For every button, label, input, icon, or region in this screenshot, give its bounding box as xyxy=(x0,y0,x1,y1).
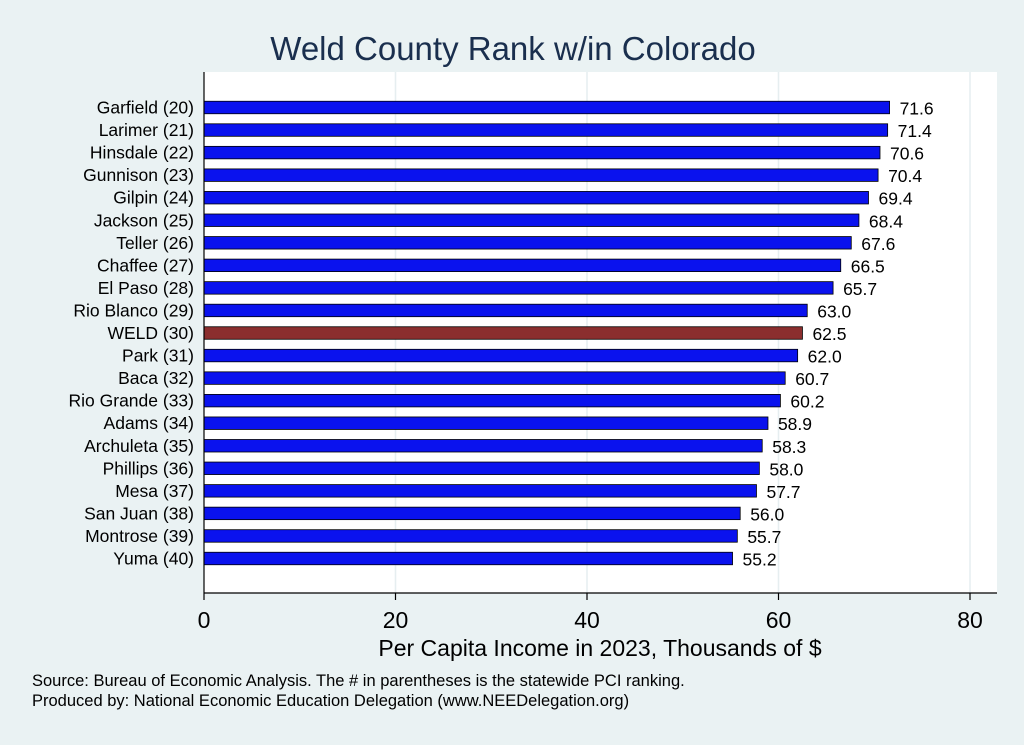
bar xyxy=(203,416,769,430)
x-tick-label: 60 xyxy=(766,607,792,633)
category-label: Yuma (40) xyxy=(113,549,194,569)
bar xyxy=(203,461,760,475)
bars xyxy=(203,100,890,566)
value-label: 67.6 xyxy=(861,234,895,254)
category-label: Hinsdale (22) xyxy=(90,143,194,163)
value-label: 58.3 xyxy=(772,437,806,457)
value-label: 66.5 xyxy=(851,256,885,276)
bar xyxy=(203,551,733,566)
bar xyxy=(203,258,842,273)
value-label: 70.6 xyxy=(890,144,924,164)
x-axis-ticks: 0 20 40 60 80 xyxy=(198,593,983,633)
value-label: 70.4 xyxy=(888,166,922,186)
category-label: Montrose (39) xyxy=(85,526,194,546)
value-label: 56.0 xyxy=(750,504,784,524)
x-tick-label: 40 xyxy=(574,607,600,633)
bar xyxy=(203,281,834,295)
x-tick-label: 0 xyxy=(198,607,211,633)
value-label: 58.9 xyxy=(778,414,812,434)
bar xyxy=(203,529,738,543)
category-label: WELD (30) xyxy=(107,323,194,343)
bar xyxy=(203,123,889,137)
category-label: Rio Blanco (29) xyxy=(73,300,194,320)
bar xyxy=(203,191,869,205)
value-label: 69.4 xyxy=(879,189,913,209)
category-label: Gilpin (24) xyxy=(113,188,194,208)
producer-note: Produced by: National Economic Education… xyxy=(32,692,630,710)
bar xyxy=(203,100,890,115)
source-note: Source: Bureau of Economic Analysis. The… xyxy=(32,672,685,690)
value-label: 55.2 xyxy=(743,550,777,570)
category-label: Jackson (25) xyxy=(94,210,194,230)
value-label: 60.2 xyxy=(790,392,824,412)
category-label: Rio Grande (33) xyxy=(69,391,194,411)
category-label: Gunnison (23) xyxy=(83,165,194,185)
bar xyxy=(203,213,860,227)
bar xyxy=(203,393,781,408)
bar xyxy=(203,348,799,363)
x-tick-label: 20 xyxy=(383,607,409,633)
bar xyxy=(203,484,757,498)
value-labels: 71.671.4 70.670.4 69.468.4 67.666.5 65.763.0… xyxy=(743,99,934,570)
category-label: Adams (34) xyxy=(104,413,194,433)
bar xyxy=(203,168,879,182)
category-label: Archuleta (35) xyxy=(84,436,194,456)
value-label: 62.0 xyxy=(808,347,842,367)
bar xyxy=(203,371,786,385)
value-label: 60.7 xyxy=(795,369,829,389)
bar xyxy=(203,236,852,250)
value-label: 71.4 xyxy=(898,121,932,141)
value-label: 68.4 xyxy=(869,211,903,231)
x-tick-label: 80 xyxy=(957,607,983,633)
value-label: 62.5 xyxy=(812,324,846,344)
category-label: San Juan (38) xyxy=(84,503,194,523)
value-label: 65.7 xyxy=(843,279,877,299)
category-label: Mesa (37) xyxy=(115,481,194,501)
value-label: 63.0 xyxy=(817,301,851,321)
value-label: 57.7 xyxy=(766,482,800,502)
bar-highlight xyxy=(203,326,803,340)
category-label: Baca (32) xyxy=(118,368,194,388)
value-label: 58.0 xyxy=(769,459,803,479)
chart-title: Weld County Rank w/in Colorado xyxy=(270,30,755,67)
bar xyxy=(203,506,741,521)
category-label: Chaffee (27) xyxy=(97,255,194,275)
category-label: Phillips (36) xyxy=(103,458,194,478)
category-label: Teller (26) xyxy=(116,233,194,253)
category-label: El Paso (28) xyxy=(98,278,194,298)
x-axis-label: Per Capita Income in 2023, Thousands of … xyxy=(378,635,821,661)
bar xyxy=(203,303,808,318)
bar xyxy=(203,145,881,160)
category-labels: Garfield (20)Larimer (21) Hinsdale (22)Gu… xyxy=(69,98,194,569)
value-label: 71.6 xyxy=(900,99,934,119)
category-label: Larimer (21) xyxy=(99,120,194,140)
category-label: Park (31) xyxy=(122,346,194,366)
category-label: Garfield (20) xyxy=(97,98,194,118)
value-label: 55.7 xyxy=(747,527,781,547)
bar xyxy=(203,439,763,453)
